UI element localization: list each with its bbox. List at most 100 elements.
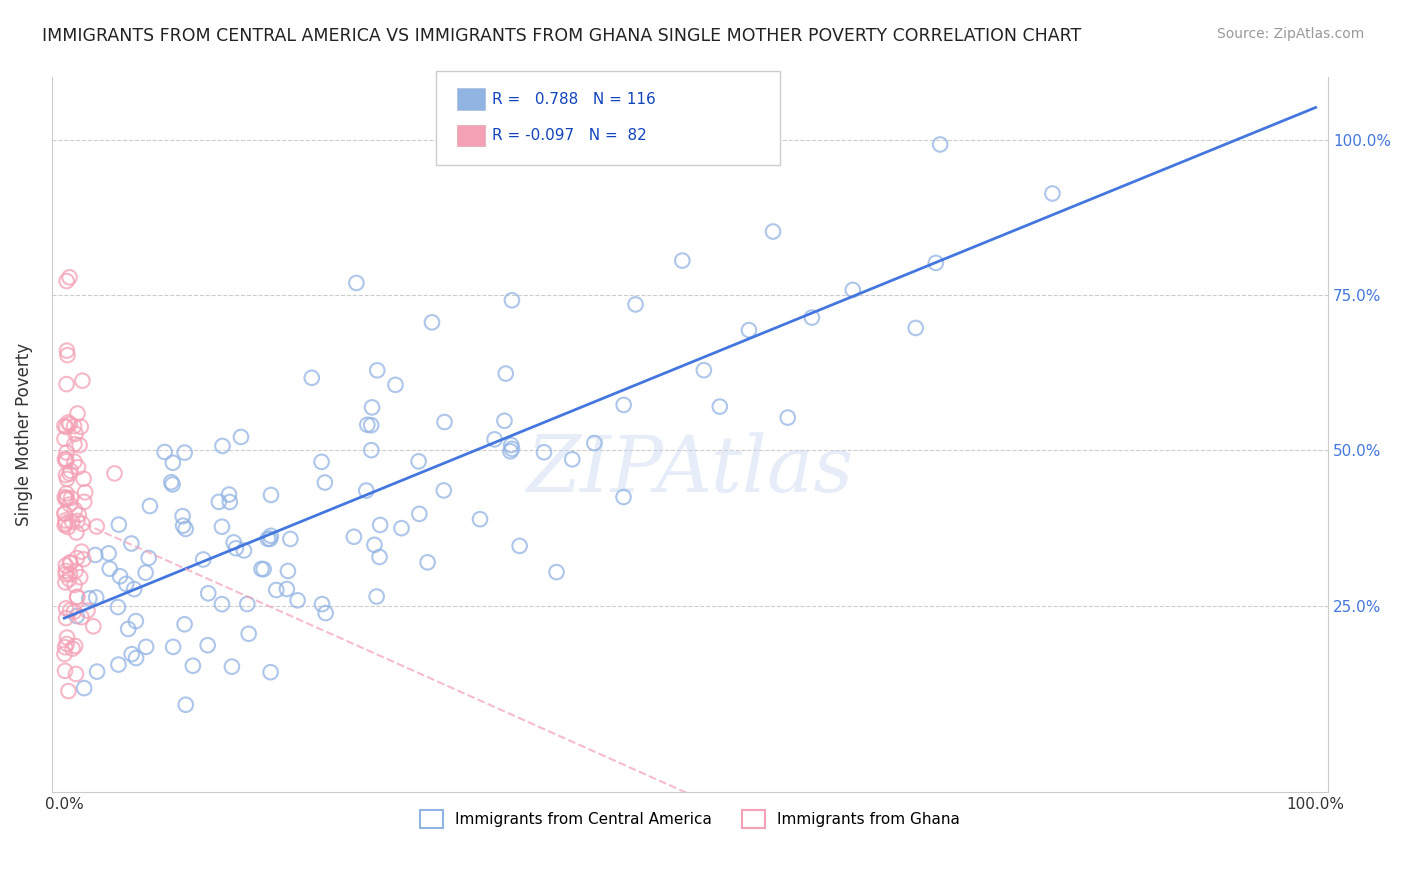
Point xyxy=(60,491,83,505)
Point xyxy=(53,418,76,433)
Point xyxy=(75,485,97,500)
Point xyxy=(65,426,87,441)
Point xyxy=(613,398,636,412)
Point xyxy=(84,548,107,562)
Point xyxy=(1042,186,1064,201)
Point xyxy=(391,521,413,535)
Point xyxy=(63,639,86,653)
Point xyxy=(70,610,93,624)
Point xyxy=(59,603,82,617)
Point xyxy=(73,681,96,695)
Point xyxy=(314,475,336,490)
Point xyxy=(287,593,309,607)
Point xyxy=(776,410,799,425)
Point xyxy=(236,597,259,611)
Point xyxy=(384,377,406,392)
Point xyxy=(82,619,104,633)
Point xyxy=(53,640,76,655)
Point xyxy=(73,495,96,509)
Point xyxy=(55,637,77,651)
Point xyxy=(533,445,555,459)
Point xyxy=(59,498,82,512)
Point xyxy=(63,503,86,517)
Point xyxy=(103,467,125,481)
Point xyxy=(108,517,131,532)
Point xyxy=(361,401,384,415)
Point xyxy=(174,698,197,712)
Point xyxy=(53,452,76,467)
Point xyxy=(66,590,89,604)
Point xyxy=(58,416,80,430)
Point xyxy=(107,600,129,615)
Point xyxy=(277,564,299,578)
Point xyxy=(368,518,391,533)
Point xyxy=(72,472,94,486)
Point xyxy=(368,549,391,564)
Point xyxy=(55,601,77,615)
Point xyxy=(363,538,385,552)
Point xyxy=(58,520,80,534)
Point xyxy=(72,552,94,566)
Point xyxy=(173,445,195,459)
Point xyxy=(55,452,77,467)
Point xyxy=(583,436,606,450)
Point xyxy=(208,495,231,509)
Point xyxy=(738,323,761,337)
Point xyxy=(63,437,86,451)
Point xyxy=(58,572,80,586)
Point xyxy=(56,343,79,358)
Point xyxy=(501,438,523,452)
Point xyxy=(62,641,84,656)
Point xyxy=(107,657,129,672)
Point xyxy=(53,507,76,521)
Point xyxy=(53,432,76,446)
Point xyxy=(546,565,568,579)
Point xyxy=(222,535,245,549)
Point xyxy=(98,562,121,576)
Point xyxy=(229,430,252,444)
Point xyxy=(256,532,278,546)
Point xyxy=(232,543,254,558)
Point xyxy=(416,555,439,569)
Point xyxy=(494,414,516,428)
Point xyxy=(76,604,98,618)
Point xyxy=(65,564,87,578)
Point xyxy=(408,507,430,521)
Point xyxy=(59,555,82,569)
Point xyxy=(153,445,176,459)
Point xyxy=(162,456,184,470)
Point xyxy=(108,569,131,583)
Point xyxy=(53,647,76,661)
Point xyxy=(501,293,523,308)
Point xyxy=(250,562,273,576)
Point xyxy=(72,374,94,388)
Point xyxy=(55,611,77,625)
Point xyxy=(55,454,77,468)
Point xyxy=(79,591,101,606)
Point xyxy=(174,522,197,536)
Point xyxy=(484,433,506,447)
Point xyxy=(433,415,456,429)
Point xyxy=(125,614,148,628)
Legend: Immigrants from Central America, Immigrants from Ghana: Immigrants from Central America, Immigra… xyxy=(413,804,966,834)
Point xyxy=(69,570,91,584)
Point xyxy=(193,552,215,566)
Point xyxy=(501,442,523,456)
Point xyxy=(59,557,82,571)
Text: IMMIGRANTS FROM CENTRAL AMERICA VS IMMIGRANTS FROM GHANA SINGLE MOTHER POVERTY C: IMMIGRANTS FROM CENTRAL AMERICA VS IMMIG… xyxy=(42,27,1081,45)
Point xyxy=(929,137,952,152)
Point xyxy=(408,454,430,468)
Point xyxy=(115,577,138,591)
Point xyxy=(211,439,233,453)
Point xyxy=(55,468,77,483)
Point xyxy=(904,321,927,335)
Point xyxy=(65,667,87,681)
Point xyxy=(56,472,79,486)
Point xyxy=(197,586,219,600)
Point xyxy=(509,539,531,553)
Point xyxy=(671,253,693,268)
Point xyxy=(55,564,77,578)
Point xyxy=(172,518,194,533)
Point xyxy=(311,455,333,469)
Point xyxy=(468,512,491,526)
